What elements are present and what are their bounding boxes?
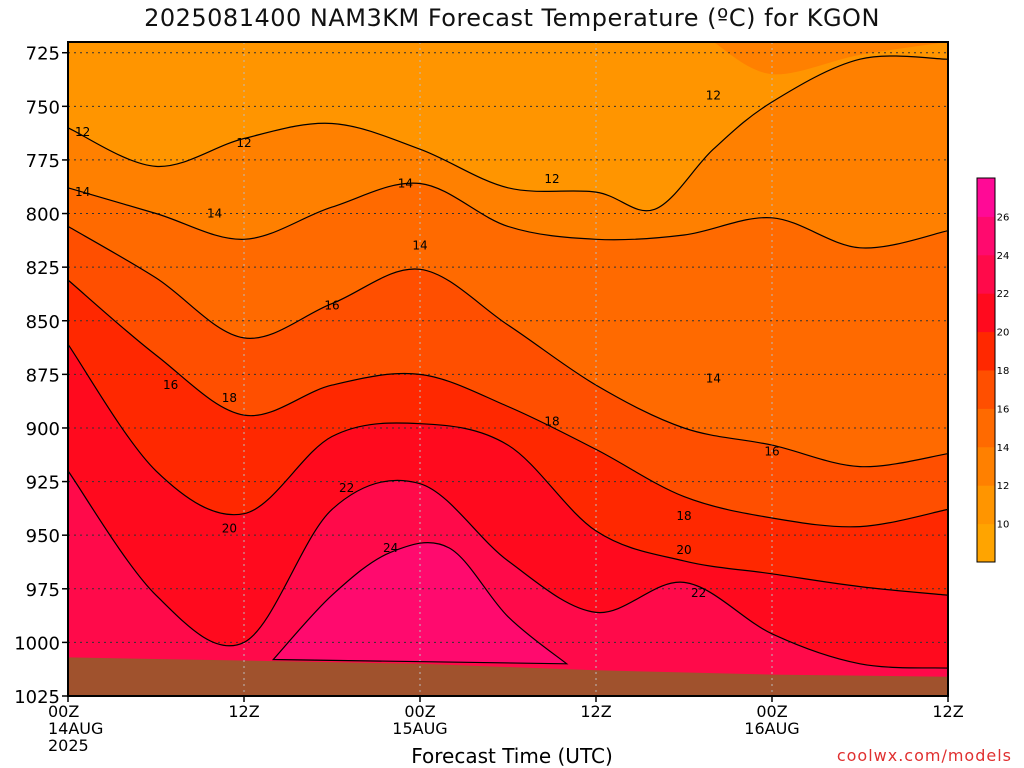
isotherm-label-16: 16 — [163, 378, 178, 392]
x-axis-label: Forecast Time (UTC) — [411, 744, 613, 768]
chart-title: 2025081400 NAM3KM Forecast Temperature (… — [144, 4, 880, 32]
isotherm-label-18: 18 — [544, 415, 559, 429]
colorbar-label: 22 — [997, 289, 1010, 300]
y-axis: 725 750 775 800 825 850 875 900 925 950 975 1000 102… — [14, 44, 68, 708]
x-tick-label: 00Z — [756, 702, 787, 721]
y-tick-label: 950 — [26, 526, 60, 547]
colorbar-swatch — [977, 178, 995, 217]
isotherm-18 — [67, 279, 949, 528]
x-tick-label: 12Z — [228, 702, 259, 721]
x-tick-label: 15AUG — [392, 719, 447, 738]
colorbar-label: 12 — [997, 481, 1010, 492]
band-22 — [68, 470, 948, 696]
y-tick-label: 900 — [26, 419, 60, 440]
x-tick-label: 00Z — [48, 702, 79, 721]
y-tick-label: 850 — [26, 312, 60, 333]
isotherm-label-20: 20 — [676, 543, 691, 557]
isotherm-label-14: 14 — [398, 177, 413, 191]
colorbar-swatch — [977, 523, 995, 563]
x-tick-label: 16AUG — [744, 719, 799, 738]
y-tick-label: 875 — [26, 365, 60, 386]
colorbar-label: 16 — [997, 404, 1010, 415]
y-tick-label: 975 — [26, 580, 60, 601]
temperature-bands — [68, 42, 948, 696]
y-tick-label: 1000 — [14, 633, 60, 654]
colorbar-swatch — [977, 254, 995, 294]
isotherm-label-20: 20 — [222, 522, 237, 536]
isotherm-label-18: 18 — [676, 509, 691, 523]
x-tick-label: 14AUG — [48, 719, 103, 738]
y-tick-label: 725 — [26, 44, 60, 65]
y-tick-label: 1025 — [14, 687, 60, 708]
isotherm-label-14: 14 — [75, 185, 90, 199]
y-tick-label: 925 — [26, 473, 60, 494]
colorbar-label: 14 — [997, 443, 1010, 454]
colorbar-swatch — [977, 408, 995, 448]
x-tick-label: 12Z — [580, 702, 611, 721]
isotherm-contours — [67, 55, 949, 669]
isotherm-label-12: 12 — [706, 89, 721, 103]
x-tick-label: 00Z — [404, 702, 435, 721]
y-tick-label: 825 — [26, 258, 60, 279]
colorbar-label: 20 — [997, 328, 1010, 339]
isotherm-label-12: 12 — [236, 136, 251, 150]
colorbar-swatch — [977, 331, 995, 371]
terrain-layer — [68, 657, 948, 696]
colorbar-swatch — [977, 293, 995, 333]
isotherm-label-14: 14 — [207, 207, 222, 221]
colorbar-label: 24 — [997, 251, 1010, 262]
x-tick-label: 12Z — [932, 702, 963, 721]
colorbar-label: 10 — [997, 520, 1010, 531]
terrain — [68, 657, 948, 696]
colorbar-frame — [976, 177, 996, 563]
colorbar-swatch — [977, 446, 995, 486]
colorbar-swatch — [977, 485, 995, 525]
y-tick-label: 775 — [26, 151, 60, 172]
y-tick-label: 800 — [26, 205, 60, 226]
isotherm-22 — [67, 470, 949, 669]
colorbar-label: 26 — [997, 212, 1010, 223]
isotherm-labels: 12 12 12 12 14 14 14 14 14 16 16 16 18 18 18 20 20 22 22 24 — [75, 89, 780, 600]
colorbar-label: 18 — [997, 366, 1010, 377]
isotherm-label-14: 14 — [412, 239, 427, 253]
plot-frame — [67, 41, 949, 697]
colorbar: 10 12 14 16 18 20 22 24 26 — [976, 177, 1010, 563]
y-tick-label: 750 — [26, 97, 60, 118]
isotherm-label-14: 14 — [706, 372, 721, 386]
site-credit: coolwx.com/models — [836, 746, 1012, 765]
isotherm-12 — [67, 55, 949, 212]
isotherm-label-12: 12 — [75, 125, 90, 139]
isotherm-label-24: 24 — [383, 541, 398, 555]
isotherm-24 — [271, 542, 569, 665]
isotherm-14 — [67, 182, 949, 249]
isotherm-label-22: 22 — [691, 586, 706, 600]
isotherm-label-16: 16 — [764, 445, 779, 459]
isotherm-16 — [67, 225, 949, 468]
band-24 — [273, 542, 567, 664]
isotherm-label-18: 18 — [222, 391, 237, 405]
colorbar-swatch — [977, 216, 995, 256]
isotherm-label-22: 22 — [339, 481, 354, 495]
isotherm-label-12: 12 — [544, 172, 559, 186]
x-tick-label: 2025 — [48, 736, 89, 755]
isotherm-20 — [67, 343, 949, 596]
isotherm-label-16: 16 — [324, 299, 339, 313]
grid-layer — [68, 42, 948, 696]
colorbar-swatch — [977, 370, 995, 409]
